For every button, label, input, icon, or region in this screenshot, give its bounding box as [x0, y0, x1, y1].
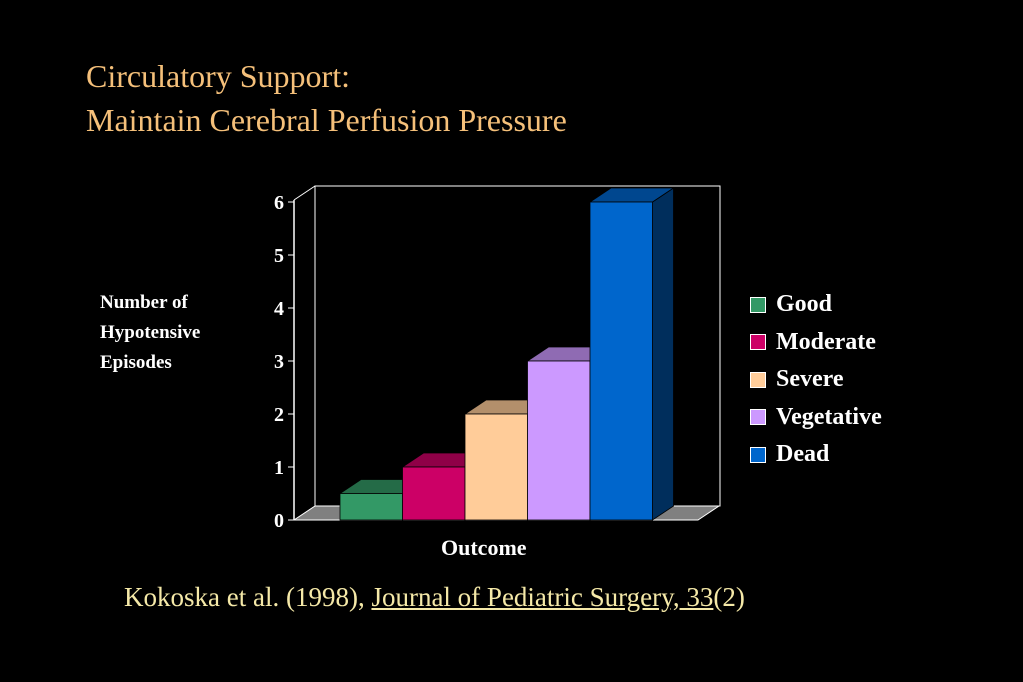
legend-label-good: Good [776, 291, 833, 318]
citation-journal-link[interactable]: Journal of Pediatric Surgery, 33 [371, 582, 714, 612]
legend-swatch-moderate [750, 334, 766, 351]
citation: Kokoska et al. (1998), Journal of Pediat… [124, 582, 745, 613]
y-axis-label-line-1: Number of [100, 292, 188, 313]
citation-authors: Kokoska et al. (1998), [124, 582, 372, 612]
legend-label-severe: Severe [776, 366, 844, 393]
y-tick-label-1: 1 [274, 457, 284, 479]
slide-title-line-2: Maintain Cerebral Perfusion Pressure [86, 102, 567, 138]
legend-swatch-vegetative [750, 409, 766, 426]
y-tick-label-2: 2 [274, 404, 284, 426]
bar-severe [464, 413, 528, 521]
x-axis-label: Outcome [441, 535, 527, 560]
legend-item-dead: Dead [750, 436, 882, 474]
legend-item-moderate: Moderate [750, 324, 882, 362]
y-axis-label-line-3: Episodes [100, 352, 172, 373]
legend-item-severe: Severe [750, 361, 882, 399]
citation-issue: (2) [713, 582, 745, 612]
legend-swatch-severe [750, 371, 766, 388]
legend-item-good: Good [750, 286, 882, 324]
bar-side-dead [652, 187, 674, 521]
y-tick-label-4: 4 [274, 298, 284, 320]
legend-swatch-good [750, 296, 766, 313]
y-tick-label-3: 3 [274, 351, 284, 373]
legend-swatch-dead [750, 446, 766, 463]
bar-good [339, 493, 403, 521]
chart-side-wall-edge [293, 185, 316, 201]
bar-dead [589, 201, 653, 521]
bar-vegetative [527, 360, 591, 521]
legend-item-vegetative: Vegetative [750, 399, 882, 437]
legend-label-moderate: Moderate [776, 328, 876, 355]
slide-title-line-1: Circulatory Support: [86, 58, 350, 94]
y-tick-label-0: 0 [274, 510, 284, 532]
bar-moderate [402, 466, 466, 521]
y-tick-label-6: 6 [274, 192, 284, 214]
legend-label-vegetative: Vegetative [776, 403, 882, 430]
legend-label-dead: Dead [776, 441, 830, 468]
slide-title: Circulatory Support: Maintain Cerebral P… [86, 54, 567, 142]
chart-legend: Good Moderate Severe Vegetative Dead [750, 286, 882, 474]
y-axis-label: Number of Hypotensive Episodes [100, 288, 200, 378]
y-axis-label-line-2: Hypotensive [100, 322, 201, 343]
y-tick-label-5: 5 [274, 245, 284, 267]
